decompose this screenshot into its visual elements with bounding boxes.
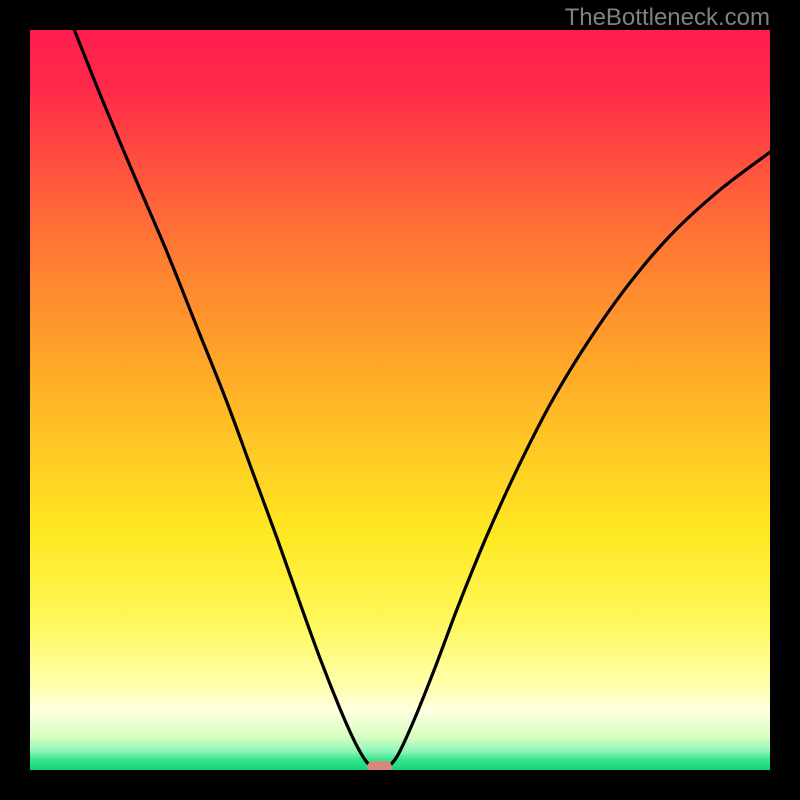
attribution-text: TheBottleneck.com <box>565 4 770 32</box>
chart-stage: TheBottleneck.com <box>0 0 800 800</box>
vertex-marker <box>367 761 392 771</box>
plot-area <box>30 30 770 770</box>
v-curve <box>30 30 770 770</box>
